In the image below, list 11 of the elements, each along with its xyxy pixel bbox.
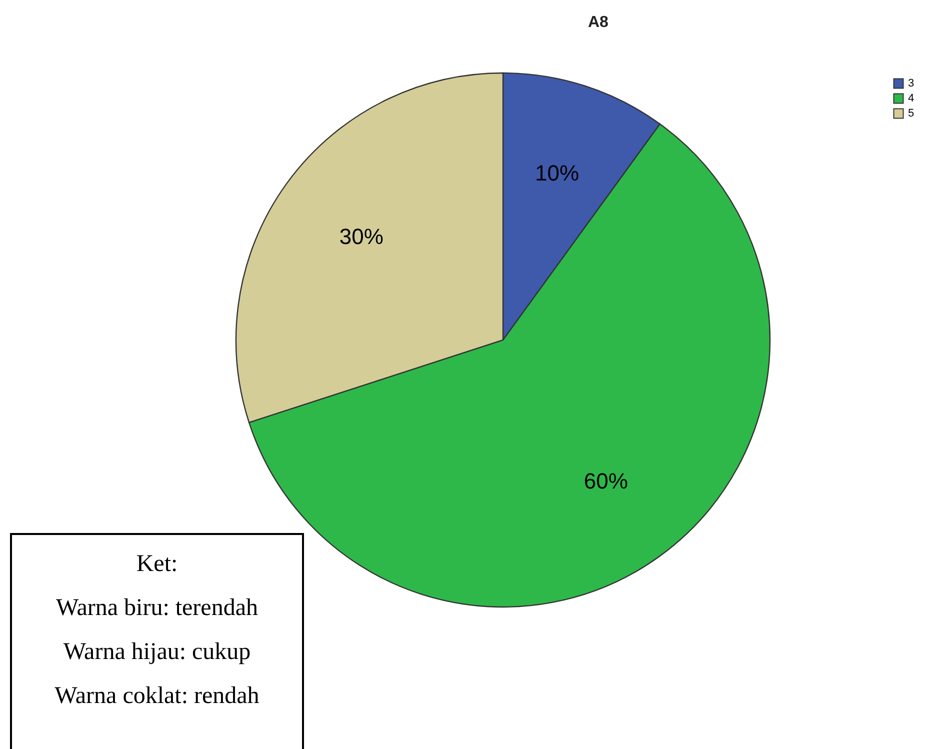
text: Warna hijau: cukup (62, 638, 252, 667)
legend-label: 4 (908, 92, 914, 104)
legend-label: 5 (908, 108, 914, 120)
data-label: 10% (535, 160, 580, 186)
text: Warna coklat: rendah (54, 682, 260, 711)
data-label: 30% (339, 224, 384, 250)
chart-title: A8 (588, 14, 609, 31)
legend-label: 3 (908, 78, 914, 90)
text: Ket: (135, 550, 179, 579)
text: Warna biru: terendah (55, 594, 259, 623)
data-label: 60% (584, 468, 628, 494)
